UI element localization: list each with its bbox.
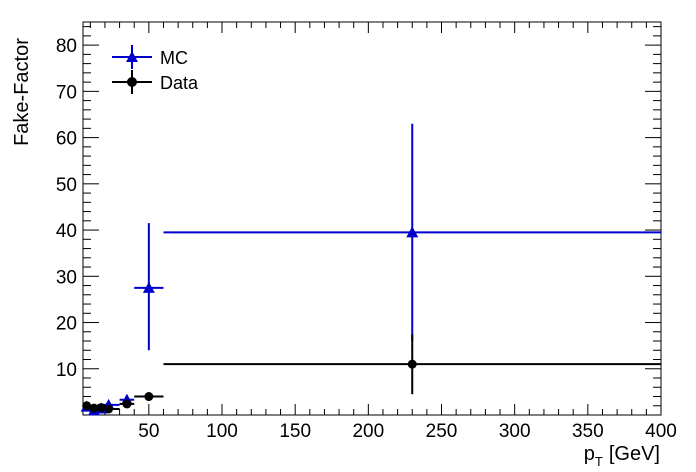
x-axis-label-main: p bbox=[584, 443, 595, 465]
tick-labels: 50 100 150 200 250 300 350 400 10 20 30 40 50 60 70 80 bbox=[56, 36, 677, 442]
x-axis-label-subscript: T bbox=[595, 454, 603, 469]
data-point bbox=[406, 226, 419, 238]
x-tick-label: 100 bbox=[206, 421, 238, 442]
series-mc bbox=[80, 123, 661, 416]
y-tick-label: 40 bbox=[56, 221, 77, 242]
data-point bbox=[142, 281, 155, 293]
y-tick-label: 10 bbox=[56, 360, 77, 381]
plot-frame bbox=[82, 21, 662, 416]
x-tick-label: 250 bbox=[426, 421, 458, 442]
y-axis-label: Fake-Factor bbox=[11, 38, 33, 146]
legend: MC Data bbox=[112, 45, 199, 94]
x-axis-label: pT [GeV] bbox=[584, 443, 660, 469]
x-tick-label: 150 bbox=[279, 421, 311, 442]
legend-entry-data: Data bbox=[112, 70, 199, 94]
y-tick-label: 30 bbox=[56, 267, 77, 288]
series-data bbox=[82, 334, 661, 414]
legend-entry-mc: MC bbox=[112, 45, 188, 69]
x-axis-label-unit: [GeV] bbox=[609, 443, 660, 465]
x-tick-label: 200 bbox=[352, 421, 384, 442]
y-tick-label: 20 bbox=[56, 314, 77, 335]
x-tick-label: 300 bbox=[499, 421, 531, 442]
legend-mc-label: MC bbox=[160, 48, 188, 68]
x-tick-label: 350 bbox=[572, 421, 604, 442]
legend-data-marker bbox=[127, 77, 137, 87]
legend-mc-marker bbox=[126, 51, 138, 62]
data-series bbox=[80, 123, 661, 416]
data-point bbox=[104, 404, 114, 414]
x-tick-label: 400 bbox=[645, 421, 677, 442]
x-tick-label: 50 bbox=[138, 421, 159, 442]
data-point bbox=[122, 399, 132, 409]
data-point bbox=[144, 392, 154, 402]
data-point bbox=[89, 403, 99, 413]
y-tick-label: 60 bbox=[56, 129, 77, 150]
data-point bbox=[82, 401, 92, 411]
y-tick-label: 80 bbox=[56, 36, 77, 57]
data-point bbox=[407, 359, 417, 369]
axis-ticks bbox=[83, 22, 662, 415]
y-tick-label: 70 bbox=[56, 82, 77, 103]
y-tick-label: 50 bbox=[56, 175, 77, 196]
legend-data-label: Data bbox=[160, 73, 199, 93]
